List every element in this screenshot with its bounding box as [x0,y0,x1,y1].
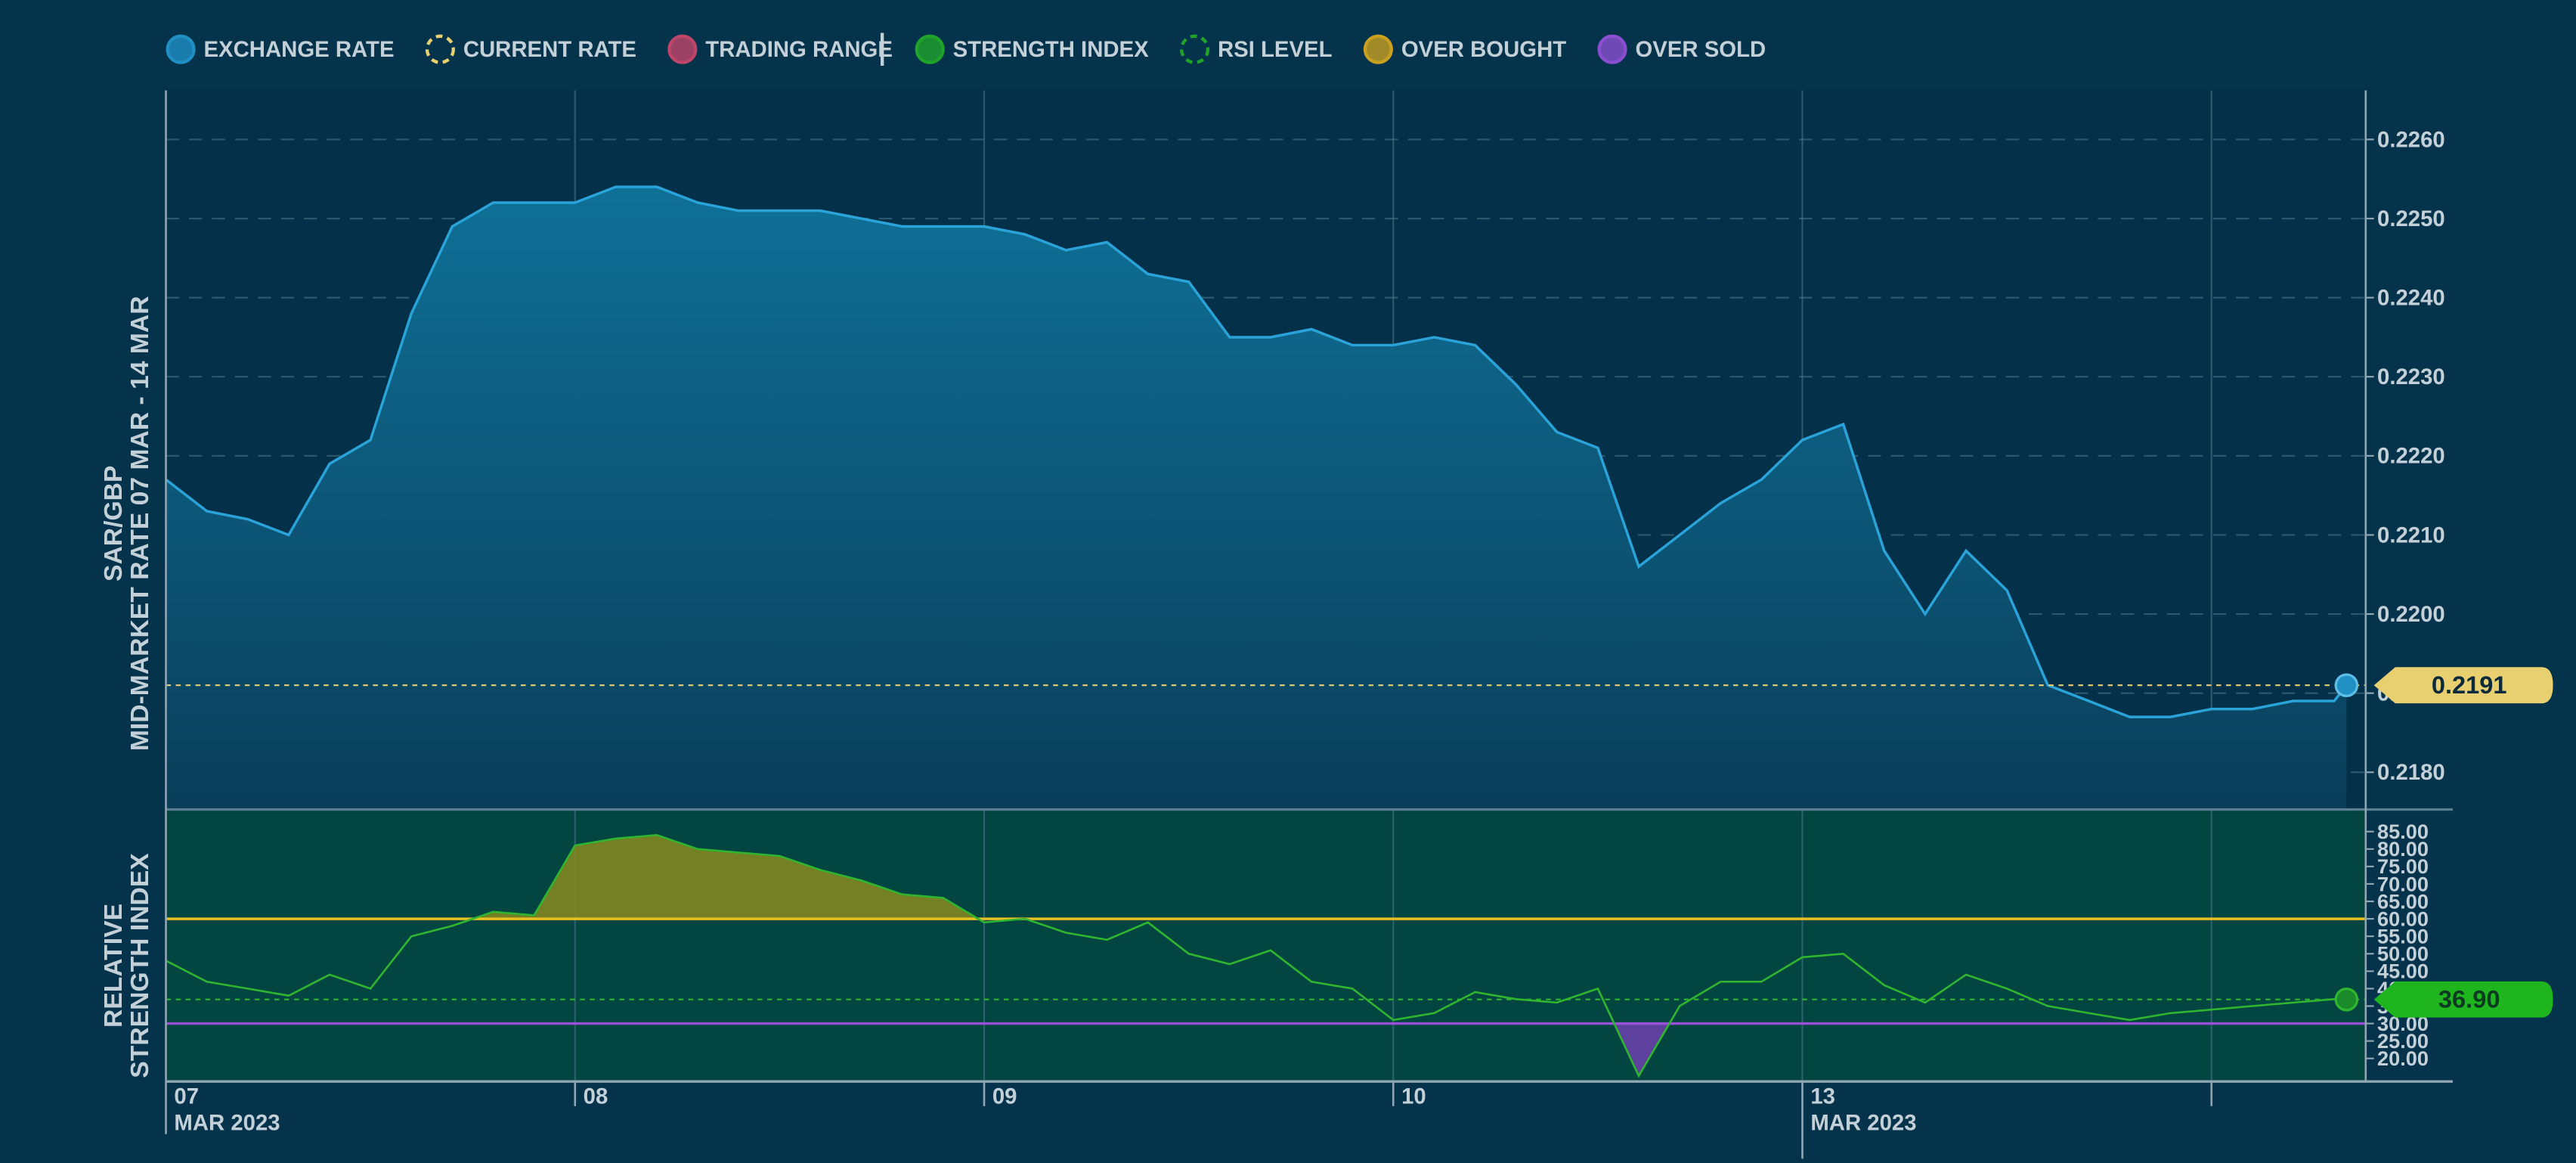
x-tick-label: 09 [992,1084,1017,1109]
x-tick-label: 08 [584,1084,608,1109]
legend-swatch [1597,34,1627,64]
oversold-fill [1614,1024,1670,1076]
y-tick-label: 25.00 [2377,1029,2429,1053]
y-tick-label: 0.2220 [2377,444,2445,469]
legend-swatch [1179,34,1210,64]
y-axis-title: SAR/GBP [100,466,128,582]
legend-swatch [425,34,455,64]
legend-label: RSI LEVEL [1218,37,1333,62]
y-tick-label: 60.00 [2377,907,2429,930]
legend-label: TRADING RANGE [705,37,893,62]
x-tick-sublabel: MAR 2023 [174,1110,280,1135]
y-axis-title: MID-MARKET RATE 07 MAR - 14 MAR [126,296,154,751]
legend-label: CURRENT RATE [463,37,636,62]
rsi-panel [166,810,2366,1082]
y-tick-label: 0.2230 [2377,364,2445,389]
y-tick-label: 0.2250 [2377,206,2445,231]
current-rsi-point [2334,987,2359,1012]
x-tick-label: 07 [174,1084,199,1109]
legend-swatch [915,34,945,64]
y-tick-label: 0.2200 [2377,602,2445,627]
rsi-line [165,834,2347,1078]
y-tick-label: 20.00 [2377,1047,2429,1070]
x-tick-sublabel: MAR 2023 [1810,1110,1916,1135]
y-tick-label: 0.2180 [2377,760,2445,785]
current-rate-label: 0.2191 [2432,671,2507,699]
legend-label: STRENGTH INDEX [953,37,1150,62]
current-point [2334,673,2359,697]
x-tick-label: 13 [1810,1084,1835,1109]
y-axis-title: RELATIVE [100,904,128,1028]
legend-label: OVER SOLD [1635,37,1766,62]
legend-swatch [1363,34,1393,64]
y-tick-label: 80.00 [2377,837,2429,861]
legend-label: EXCHANGE RATE [204,37,395,62]
rsi-label: 36.90 [2438,985,2500,1013]
y-axis-title: STRENGTH INDEX [126,853,154,1078]
y-tick-label: 50.00 [2377,942,2429,966]
legend-label: OVER BOUGHT [1401,37,1566,62]
overbought-fill [472,835,1026,920]
price-area [166,187,2347,809]
legend-swatch [166,34,196,64]
y-tick-label: 65.00 [2377,889,2429,913]
y-tick-label: 45.00 [2377,960,2429,983]
y-tick-label: 0.2240 [2377,286,2445,311]
y-tick-label: 75.00 [2377,854,2429,878]
y-tick-label: 85.00 [2377,820,2429,843]
y-tick-label: 0.2210 [2377,523,2445,547]
current-rate-tag [2373,667,2553,704]
y-tick-label: 0.2260 [2377,127,2445,152]
legend-swatch [667,34,698,64]
x-tick-label: 10 [1401,1084,1426,1109]
y-tick-label: 55.00 [2377,925,2429,948]
rsi-tag [2373,981,2553,1018]
price-line [165,185,2348,718]
y-tick-label: 70.00 [2377,872,2429,895]
